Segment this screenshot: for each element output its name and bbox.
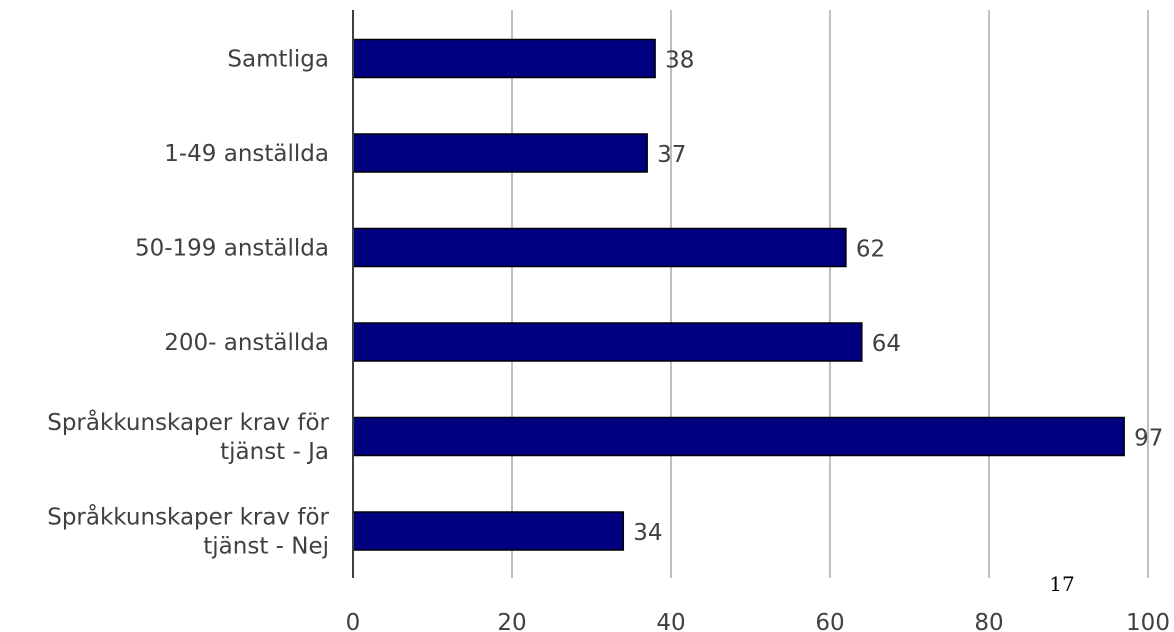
category-label-1: 1-49 anställda (164, 141, 329, 167)
bar-1 (352, 133, 648, 173)
tick-label-60: 60 (815, 610, 844, 632)
tick-label-40: 40 (656, 610, 685, 632)
data-label-3: 64 (872, 331, 901, 357)
category-label-5-line-1: tjänst - Nej (203, 534, 329, 560)
category-label-3: 200- anställda (164, 330, 329, 356)
data-label-5: 34 (633, 520, 662, 546)
category-label-4-line-0: Språkkunskaper krav för (47, 408, 329, 436)
data-label-0: 38 (665, 48, 694, 74)
tick-label-80: 80 (974, 610, 1003, 632)
data-labels: 38 37 62 64 97 34 (633, 48, 1163, 547)
tick-label-100: 100 (1126, 610, 1170, 632)
category-label-4-line-1: tjänst - Ja (220, 439, 329, 465)
category-label-0: Samtliga (227, 47, 329, 73)
category-labels: Samtliga 1-49 anställda 50-199 anställda 20… (47, 47, 329, 560)
bars (352, 38, 1125, 551)
bar-2 (352, 227, 847, 268)
bar-3 (352, 322, 863, 362)
bar-0 (352, 38, 656, 79)
category-label-5-line-0: Språkkunskaper krav för (47, 503, 329, 531)
bar-4 (352, 416, 1125, 457)
data-label-2: 62 (856, 237, 885, 263)
data-label-1: 37 (657, 142, 686, 168)
category-label-2: 50-199 anställda (135, 236, 329, 262)
gridlines (511, 10, 1149, 578)
tick-label-20: 20 (497, 610, 526, 632)
data-label-4: 97 (1134, 426, 1163, 452)
tick-label-0: 0 (346, 610, 361, 632)
bar-5 (352, 511, 625, 551)
tick-labels: 0 20 40 60 80 100 (346, 610, 1170, 632)
page-number: 17 (1049, 572, 1074, 596)
